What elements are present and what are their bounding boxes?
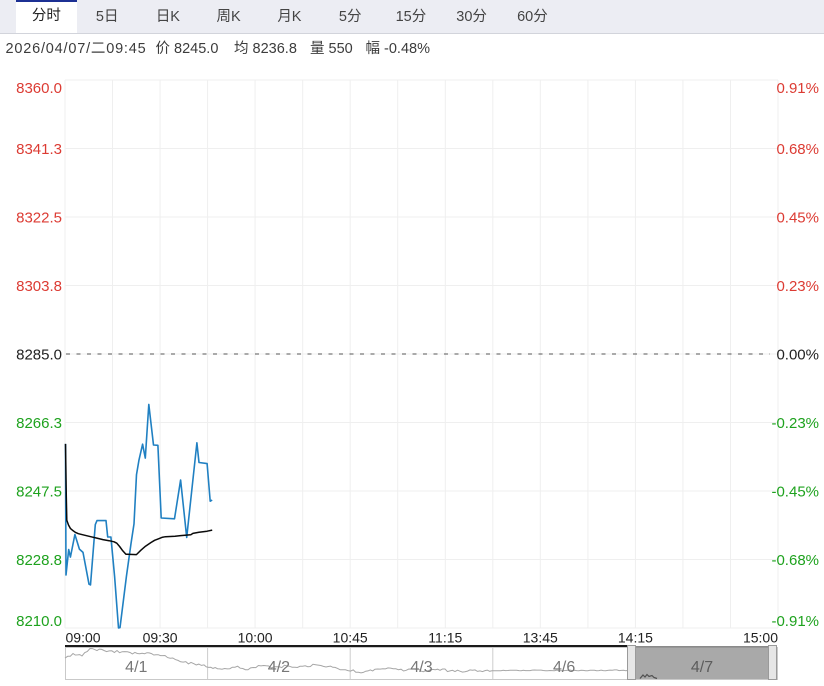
svg-text:13:45: 13:45: [523, 630, 558, 646]
svg-text:-0.68%: -0.68%: [771, 552, 819, 569]
svg-text:0.00%: 0.00%: [776, 346, 819, 363]
svg-text:8285.0: 8285.0: [16, 346, 62, 363]
svg-text:8266.3: 8266.3: [16, 415, 62, 432]
svg-text:09:30: 09:30: [143, 630, 178, 646]
svg-text:10:00: 10:00: [238, 630, 273, 646]
svg-text:8247.5: 8247.5: [16, 483, 62, 500]
svg-text:4/2: 4/2: [268, 659, 290, 676]
svg-text:8360.0: 8360.0: [16, 80, 62, 97]
svg-text:15:00: 15:00: [743, 630, 778, 646]
svg-text:8228.8: 8228.8: [16, 552, 62, 569]
svg-text:8322.5: 8322.5: [16, 209, 62, 226]
svg-text:4/6: 4/6: [553, 659, 575, 676]
svg-text:4/3: 4/3: [410, 659, 432, 676]
svg-text:0.23%: 0.23%: [776, 278, 819, 295]
svg-text:10:45: 10:45: [333, 630, 368, 646]
svg-text:-0.23%: -0.23%: [771, 415, 819, 432]
svg-text:4/7: 4/7: [691, 659, 713, 676]
svg-text:0.91%: 0.91%: [776, 80, 819, 97]
svg-text:09:00: 09:00: [66, 630, 101, 646]
svg-text:8341.3: 8341.3: [16, 141, 62, 158]
svg-text:-0.91%: -0.91%: [771, 613, 819, 630]
svg-text:8210.0: 8210.0: [16, 613, 62, 630]
svg-text:-0.45%: -0.45%: [771, 483, 819, 500]
svg-text:8303.8: 8303.8: [16, 278, 62, 295]
svg-text:11:15: 11:15: [428, 630, 462, 646]
svg-text:14:15: 14:15: [618, 630, 653, 646]
svg-text:4/1: 4/1: [125, 659, 147, 676]
svg-text:0.45%: 0.45%: [776, 209, 819, 226]
svg-text:0.68%: 0.68%: [776, 141, 819, 158]
